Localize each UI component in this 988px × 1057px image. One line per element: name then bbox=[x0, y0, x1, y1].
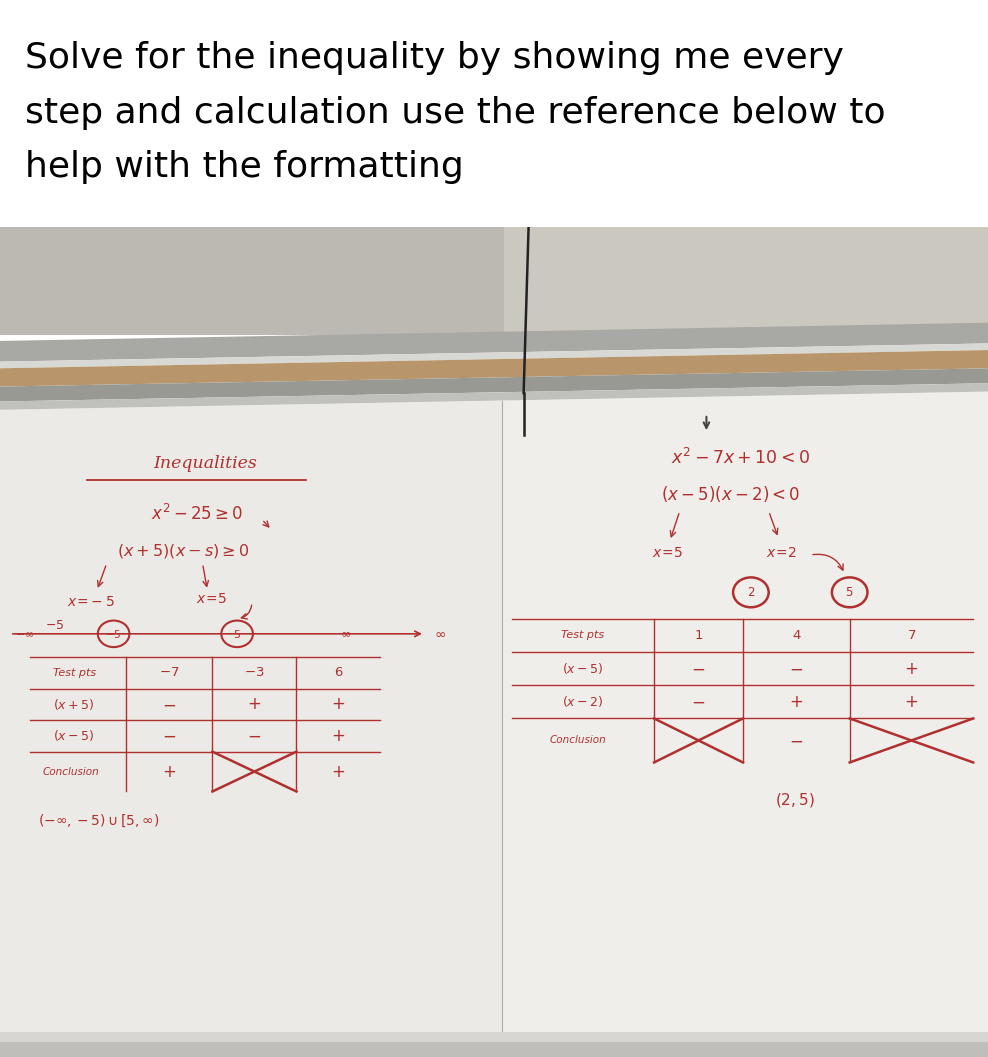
Text: $6$: $6$ bbox=[334, 666, 343, 680]
Text: $5$: $5$ bbox=[846, 586, 854, 599]
Text: $-$: $-$ bbox=[789, 731, 803, 749]
Text: $+$: $+$ bbox=[904, 660, 919, 678]
Text: Test pts: Test pts bbox=[52, 668, 96, 678]
Text: $+$: $+$ bbox=[247, 696, 262, 713]
Text: $-$: $-$ bbox=[247, 727, 262, 745]
Text: $\infty$: $\infty$ bbox=[340, 628, 352, 641]
Bar bbox=[0, 1036, 988, 1057]
Text: $x\!=\!5$: $x\!=\!5$ bbox=[196, 592, 226, 606]
Text: $(x-5)(x-2) < 0$: $(x-5)(x-2) < 0$ bbox=[661, 484, 801, 504]
Text: $(-\infty,-5) \cup [5,\infty)$: $(-\infty,-5) \cup [5,\infty)$ bbox=[38, 813, 160, 829]
Text: $x^2 - 25 \geq 0$: $x^2 - 25 \geq 0$ bbox=[151, 503, 244, 523]
Text: $1$: $1$ bbox=[694, 629, 703, 642]
Text: Inequalities: Inequalities bbox=[153, 456, 257, 472]
Bar bbox=[0, 1032, 988, 1042]
Polygon shape bbox=[504, 227, 988, 335]
Text: $-$: $-$ bbox=[162, 727, 177, 745]
Text: $+$: $+$ bbox=[331, 696, 346, 713]
Text: $(x+5)$: $(x+5)$ bbox=[53, 697, 95, 711]
Polygon shape bbox=[0, 350, 988, 387]
Text: $-\infty$: $-\infty$ bbox=[15, 629, 35, 638]
Text: $+$: $+$ bbox=[904, 693, 919, 711]
Text: Conclusion: Conclusion bbox=[549, 736, 607, 745]
Text: $-$: $-$ bbox=[789, 660, 803, 678]
Text: $\infty$: $\infty$ bbox=[434, 627, 446, 641]
Text: $x\!=\!-5$: $x\!=\!-5$ bbox=[67, 595, 115, 609]
Text: Test pts: Test pts bbox=[561, 630, 605, 641]
Text: $7$: $7$ bbox=[907, 629, 916, 642]
Text: $4$: $4$ bbox=[791, 629, 801, 642]
Text: $(2,5)$: $(2,5)$ bbox=[776, 791, 815, 809]
Text: $+$: $+$ bbox=[331, 762, 346, 780]
Polygon shape bbox=[0, 401, 502, 1057]
Bar bbox=[0, 227, 988, 335]
Polygon shape bbox=[0, 322, 988, 361]
Polygon shape bbox=[0, 227, 504, 335]
Text: $+$: $+$ bbox=[331, 727, 346, 745]
Text: $+$: $+$ bbox=[789, 693, 803, 711]
Text: $5$: $5$ bbox=[233, 628, 241, 639]
Text: $(x-5)$: $(x-5)$ bbox=[53, 728, 95, 743]
Text: $-5$: $-5$ bbox=[106, 628, 122, 639]
Polygon shape bbox=[0, 384, 988, 410]
Text: $-7$: $-7$ bbox=[159, 666, 180, 680]
Text: Conclusion: Conclusion bbox=[42, 766, 100, 777]
Text: $x^2 - 7x + 10 < 0$: $x^2 - 7x + 10 < 0$ bbox=[672, 448, 810, 468]
Text: $(x-2)$: $(x-2)$ bbox=[562, 694, 604, 709]
Text: $-3$: $-3$ bbox=[244, 666, 265, 680]
Text: $-$: $-$ bbox=[162, 696, 177, 713]
Text: $(x-5)$: $(x-5)$ bbox=[562, 662, 604, 676]
Text: $-5$: $-5$ bbox=[44, 619, 64, 632]
Text: $(x+5)(x-s) \geq 0$: $(x+5)(x-s) \geq 0$ bbox=[117, 542, 249, 560]
Text: $-$: $-$ bbox=[692, 660, 705, 678]
Text: $2$: $2$ bbox=[747, 586, 755, 599]
Polygon shape bbox=[502, 391, 988, 1057]
Text: $+$: $+$ bbox=[162, 762, 177, 780]
Text: $x\!=\!5$: $x\!=\!5$ bbox=[652, 545, 683, 559]
Text: $-$: $-$ bbox=[692, 693, 705, 711]
Text: Solve for the inequality by showing me every
step and calculation use the refere: Solve for the inequality by showing me e… bbox=[25, 41, 885, 184]
Polygon shape bbox=[0, 368, 988, 402]
Text: $x\!=\!2$: $x\!=\!2$ bbox=[766, 545, 796, 559]
Polygon shape bbox=[0, 344, 988, 368]
